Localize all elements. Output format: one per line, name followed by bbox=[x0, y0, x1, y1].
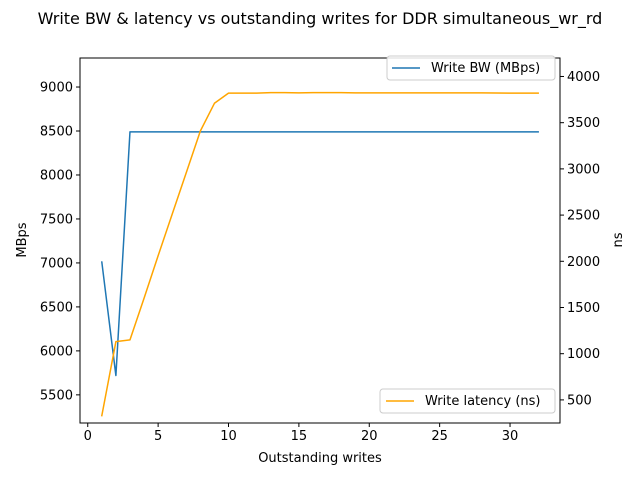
chart-title: Write BW & latency vs outstanding writes… bbox=[38, 9, 603, 29]
y-left-tick-label: 9000 bbox=[40, 81, 73, 96]
y-right-tick-label: 3000 bbox=[567, 162, 600, 177]
y-axis-right: 500 1000 1500 2000 2500 3000 3500 4000 bbox=[560, 70, 600, 408]
y-axis-left: 5500 6000 6500 7000 7500 8000 8500 9000 bbox=[40, 81, 80, 403]
x-tick-label: 15 bbox=[291, 429, 308, 444]
y-left-tick-label: 7500 bbox=[40, 212, 73, 227]
plot-frame bbox=[79, 57, 561, 424]
series-lines bbox=[100, 91, 539, 417]
series-line-write-bw bbox=[100, 131, 539, 377]
y-left-tick-label: 6500 bbox=[40, 300, 73, 315]
y-left-tick-label: 7000 bbox=[40, 256, 73, 271]
y-left-tick-label: 8000 bbox=[40, 168, 73, 183]
x-axis-label: Outstanding writes bbox=[258, 451, 382, 466]
x-tick-label: 10 bbox=[220, 429, 237, 444]
legend-latency-box bbox=[379, 388, 556, 414]
x-tick-label: 25 bbox=[431, 429, 448, 444]
legend-lat: Write latency (ns) bbox=[379, 388, 556, 414]
legend-bw-label: Write BW (MBps) bbox=[431, 61, 540, 76]
x-tick-label: 20 bbox=[361, 429, 378, 444]
y-right-tick-label: 2500 bbox=[567, 209, 600, 224]
legend-bw: Write BW (MBps) bbox=[386, 55, 556, 81]
y-right-tick-label: 4000 bbox=[567, 70, 600, 85]
y-right-tick-label: 1500 bbox=[567, 301, 600, 316]
y-left-tick-label: 6000 bbox=[40, 344, 73, 359]
y-right-tick-label: 2000 bbox=[567, 255, 600, 270]
legend-latency-label: Write latency (ns) bbox=[425, 394, 541, 409]
legend-bw-box bbox=[386, 55, 556, 81]
y-right-tick-label: 3500 bbox=[567, 116, 600, 131]
x-tick-label: 5 bbox=[154, 429, 162, 444]
x-tick-label: 0 bbox=[84, 429, 92, 444]
y-right-tick-label: 500 bbox=[567, 393, 592, 408]
x-tick-label: 30 bbox=[502, 429, 519, 444]
y-left-tick-label: 8500 bbox=[40, 125, 73, 140]
y-axis-left-label: MBps bbox=[15, 222, 30, 257]
y-left-tick-label: 5500 bbox=[40, 388, 73, 403]
y-right-tick-label: 1000 bbox=[567, 347, 600, 362]
x-axis: 0 5 10 15 20 25 30 bbox=[84, 423, 519, 444]
series-line-write-latency bbox=[100, 91, 539, 417]
y-axis-right-label: ns bbox=[611, 232, 626, 247]
